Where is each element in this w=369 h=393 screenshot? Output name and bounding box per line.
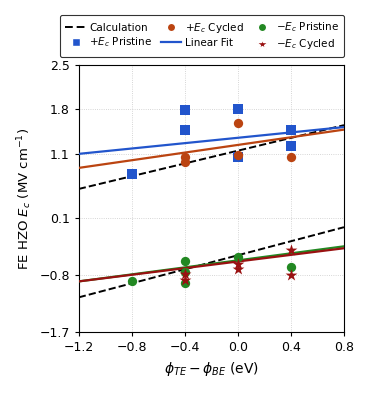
Point bbox=[288, 127, 294, 133]
Point bbox=[182, 127, 188, 133]
Point bbox=[182, 107, 188, 114]
Point bbox=[129, 171, 135, 177]
Point bbox=[235, 152, 241, 158]
Point bbox=[235, 261, 241, 267]
Point bbox=[288, 272, 294, 278]
Legend: Calculation, $+E_c$ Pristine, $+E_c$ Cycled, Linear Fit, $-E_c$ Pristine, $-E_c$: Calculation, $+E_c$ Pristine, $+E_c$ Cyc… bbox=[60, 15, 344, 57]
Point bbox=[235, 266, 241, 272]
Point bbox=[182, 277, 188, 283]
Point bbox=[182, 154, 188, 160]
Point bbox=[235, 120, 241, 127]
Point bbox=[288, 264, 294, 270]
Point bbox=[288, 154, 294, 160]
Point bbox=[182, 158, 188, 165]
Point bbox=[288, 143, 294, 149]
Point bbox=[182, 269, 188, 275]
Point bbox=[235, 106, 241, 112]
X-axis label: $\phi_{TE} - \phi_{BE}$ (eV): $\phi_{TE} - \phi_{BE}$ (eV) bbox=[164, 360, 259, 378]
Point bbox=[235, 254, 241, 260]
Point bbox=[235, 154, 241, 160]
Point bbox=[182, 280, 188, 286]
Point bbox=[129, 278, 135, 285]
Point bbox=[288, 246, 294, 253]
Y-axis label: FE HZO $E_c$ (MV cm$^{-1}$): FE HZO $E_c$ (MV cm$^{-1}$) bbox=[15, 127, 34, 270]
Point bbox=[182, 271, 188, 277]
Point bbox=[182, 258, 188, 264]
